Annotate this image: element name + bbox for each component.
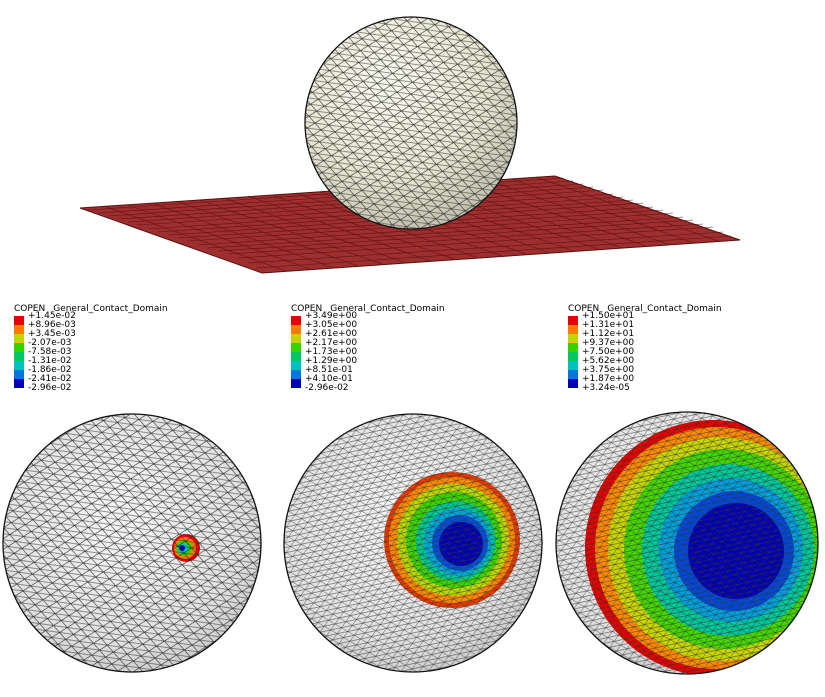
legend-value: -1.86e-02 [28, 365, 72, 375]
legend-value: -2.07e-03 [28, 338, 72, 348]
legend-value: +9.37e+00 [582, 338, 635, 348]
legend-value: +1.87e+00 [582, 374, 635, 384]
legend-value: +1.31e+01 [582, 320, 635, 330]
legend-value: +1.12e+01 [582, 329, 635, 339]
legend-value: -2.96e-02 [305, 383, 349, 393]
legend-value: +4.10e-01 [305, 374, 353, 384]
legend-variable: COPEN [568, 304, 600, 314]
legend-value: -2.41e-02 [28, 374, 72, 384]
legend-variable: COPEN [291, 304, 323, 314]
contact-sphere-icon [283, 413, 543, 673]
legend-value: +2.61e+00 [305, 329, 358, 339]
legend-variable: COPEN [14, 304, 46, 314]
legend-value: +3.49e+00 [305, 311, 358, 321]
legend-value: -2.96e-02 [28, 383, 72, 393]
legend-value: +8.51e-01 [305, 365, 353, 375]
legend-value: +8.96e-03 [28, 320, 76, 330]
legend-domain: General_Contact_Domain [53, 304, 168, 314]
contour-legend-3: COPEN General_Contact_Domain +1.50e+01 +1… [568, 305, 730, 393]
legend-value: +5.62e+00 [582, 356, 635, 366]
legend-domain: General_Contact_Domain [607, 304, 722, 314]
legend-value: +3.45e-03 [28, 329, 76, 339]
legend-value: -7.58e-03 [28, 347, 72, 357]
contact-sphere-icon [2, 413, 262, 673]
legend-value: -1.31e-02 [28, 356, 72, 366]
contact-sphere-icon [555, 411, 819, 675]
legend-value: +3.05e+00 [305, 320, 358, 330]
legend-value: +1.50e+01 [582, 311, 635, 321]
legend-value: +1.45e-02 [28, 311, 76, 321]
legend-value: +1.29e+00 [305, 356, 358, 366]
sphere-on-plate-model-icon [79, 16, 741, 274]
legend-domain: General_Contact_Domain [330, 304, 445, 314]
legend-value: +7.50e+00 [582, 347, 635, 357]
legend-value: +3.75e+00 [582, 365, 635, 375]
contour-legend-2: COPEN General_Contact_Domain +3.49e+00 +3… [291, 305, 453, 393]
legend-color-bar [568, 316, 578, 393]
legend-value: +1.73e+00 [305, 347, 358, 357]
legend-color-bar [14, 316, 24, 393]
legend-value: +2.17e+00 [305, 338, 358, 348]
legend-color-bar [291, 316, 301, 393]
legend-value: +3.24e-05 [582, 383, 630, 393]
contour-legend-1: COPEN General_Contact_Domain +1.45e-02 +8… [14, 305, 176, 393]
